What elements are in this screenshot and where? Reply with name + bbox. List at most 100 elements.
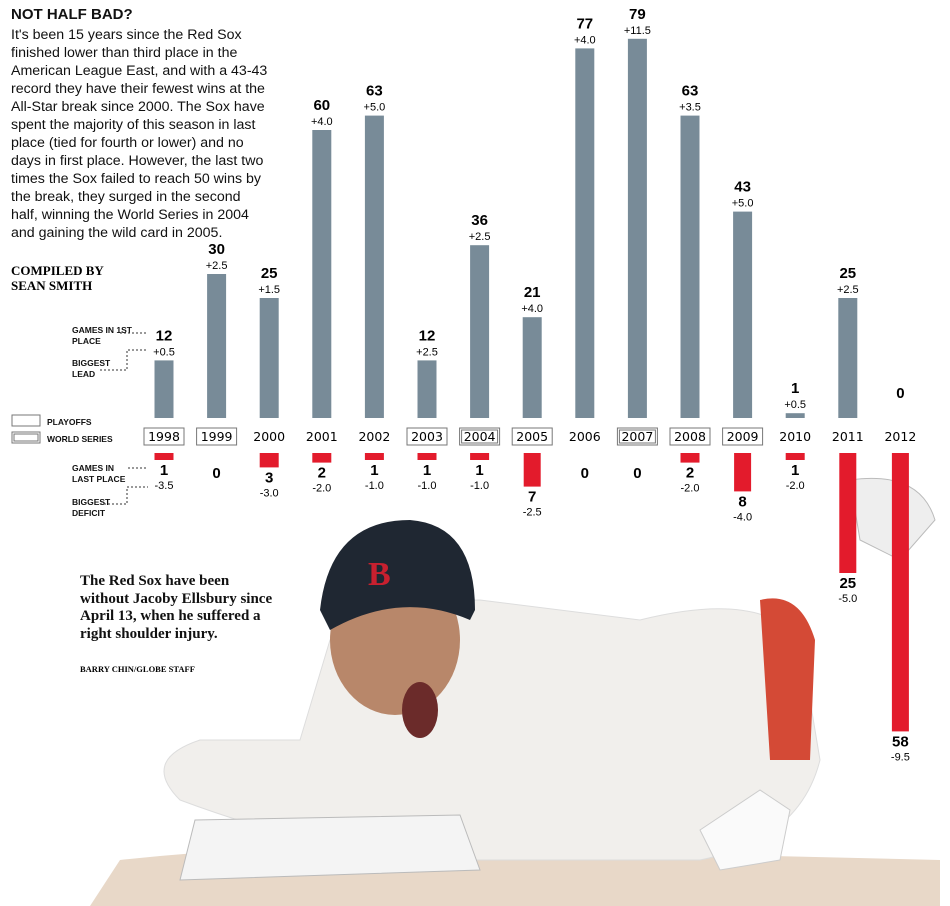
first-place-bar-2009	[733, 211, 753, 418]
last-place-value-2005: 7	[528, 489, 536, 506]
first-place-bar-1999	[207, 274, 227, 418]
last-place-value-2007: 0	[633, 465, 641, 482]
last-place-value-1998: 1	[160, 462, 168, 479]
last-place-value-2002: 1	[370, 462, 378, 479]
biggest-lead-2011: +2.5	[837, 284, 859, 296]
year-label-2012: 2012	[884, 429, 916, 444]
first-place-bar-2003	[417, 360, 437, 418]
year-label-2011: 2011	[832, 429, 864, 444]
first-place-bar-2007	[627, 38, 647, 419]
year-label-2010: 2010	[779, 429, 811, 444]
year-label-2000: 2000	[253, 429, 285, 444]
biggest-lead-2008: +3.5	[679, 102, 701, 114]
biggest-deficit-2002: -1.0	[365, 480, 384, 492]
key-games-first: GAMES IN 1ST PLACE	[72, 325, 132, 346]
last-place-value-2004: 1	[475, 462, 483, 479]
key-world-series-box	[11, 431, 41, 444]
photo-credit: BARRY CHIN/GLOBE STAFF	[80, 664, 195, 674]
last-place-value-1999: 0	[212, 465, 220, 482]
year-label-2002: 2002	[358, 429, 390, 444]
world-series-box-2004	[459, 427, 501, 446]
year-label-2003: 2003	[411, 429, 443, 444]
biggest-deficit-2001: -2.0	[312, 483, 331, 495]
playoffs-box-2003	[406, 427, 448, 446]
biggest-lead-2000: +1.5	[258, 284, 280, 296]
first-place-bar-2010	[785, 413, 805, 418]
first-place-value-2000: 25	[261, 265, 278, 282]
biggest-lead-2009: +5.0	[732, 198, 754, 210]
biggest-lead-2004: +2.5	[469, 231, 491, 243]
year-label-2005: 2005	[516, 429, 548, 444]
biggest-deficit-2000: -3.0	[260, 487, 279, 499]
first-place-bar-2011	[838, 298, 858, 418]
last-place-value-2009: 8	[738, 493, 746, 510]
first-place-value-2002: 63	[366, 83, 383, 100]
year-label-2004: 2004	[464, 429, 496, 444]
biggest-lead-2005: +4.0	[521, 303, 543, 315]
year-label-1998: 1998	[148, 429, 180, 444]
last-place-value-2010: 1	[791, 462, 799, 479]
key-biggest-deficit: BIGGEST DEFICIT	[72, 497, 111, 518]
first-place-bar-2004	[470, 245, 490, 418]
first-place-value-2007: 79	[629, 6, 646, 23]
first-place-bar-2002	[364, 115, 384, 418]
first-place-value-2006: 77	[576, 15, 593, 32]
biggest-deficit-2005: -2.5	[523, 507, 542, 519]
year-label-2001: 2001	[306, 429, 338, 444]
year-label-1999: 1999	[201, 429, 233, 444]
last-place-value-2012: 58	[892, 733, 909, 750]
first-place-bar-2005	[522, 317, 542, 418]
first-place-value-1999: 30	[208, 241, 225, 258]
last-place-bar-1998	[154, 453, 174, 460]
year-label-2007: 2007	[621, 429, 653, 444]
biggest-deficit-2008: -2.0	[681, 483, 700, 495]
first-place-value-2011: 25	[839, 265, 856, 282]
first-place-value-2009: 43	[734, 179, 751, 196]
biggest-deficit-1998: -3.5	[155, 480, 174, 492]
biggest-lead-2010: +0.5	[784, 399, 806, 411]
svg-text:B: B	[368, 556, 391, 593]
playoffs-box-2005	[511, 427, 553, 446]
year-label-2006: 2006	[569, 429, 601, 444]
last-place-bar-2005	[523, 453, 541, 487]
first-place-value-2005: 21	[524, 284, 541, 301]
year-label-2008: 2008	[674, 429, 706, 444]
biggest-deficit-2012: -9.5	[891, 751, 910, 763]
first-place-value-2010: 1	[791, 380, 799, 397]
playoffs-box-2008	[669, 427, 711, 446]
intro-text: It's been 15 years since the Red Sox fin…	[11, 27, 268, 241]
biggest-deficit-2003: -1.0	[418, 480, 437, 492]
year-label-2009: 2009	[727, 429, 759, 444]
key-world-series: WORLD SERIES	[47, 434, 113, 444]
biggest-deficit-2009: -4.0	[733, 511, 752, 523]
playoffs-box-2009	[722, 427, 764, 446]
biggest-lead-2006: +4.0	[574, 34, 596, 46]
first-place-value-2004: 36	[471, 212, 488, 229]
last-place-bar-2003	[417, 453, 437, 460]
last-place-bar-2009	[734, 453, 752, 492]
last-place-bar-2001	[312, 453, 332, 463]
last-place-bar-2002	[364, 453, 384, 460]
first-place-bar-2008	[680, 115, 700, 418]
last-place-bar-2012	[891, 453, 909, 732]
last-place-bar-2008	[680, 453, 700, 463]
biggest-lead-2003: +2.5	[416, 346, 438, 358]
first-place-bar-2001	[312, 130, 332, 418]
biggest-deficit-2004: -1.0	[470, 480, 489, 492]
first-place-value-2012: 0	[896, 385, 904, 402]
last-place-bar-2004	[470, 453, 490, 460]
biggest-lead-2002: +5.0	[364, 102, 386, 114]
biggest-deficit-2011: -5.0	[838, 593, 857, 605]
last-place-value-2011: 25	[839, 575, 856, 592]
biggest-lead-2001: +4.0	[311, 116, 333, 128]
first-place-value-2003: 12	[419, 327, 436, 344]
last-place-value-2008: 2	[686, 465, 694, 482]
first-place-value-2001: 60	[313, 97, 330, 114]
last-place-bar-2010	[785, 453, 805, 460]
key-lines	[100, 332, 148, 505]
playoffs-box-1999	[196, 427, 238, 446]
photo-caption: The Red Sox have been without Jacoby Ell…	[80, 573, 273, 642]
